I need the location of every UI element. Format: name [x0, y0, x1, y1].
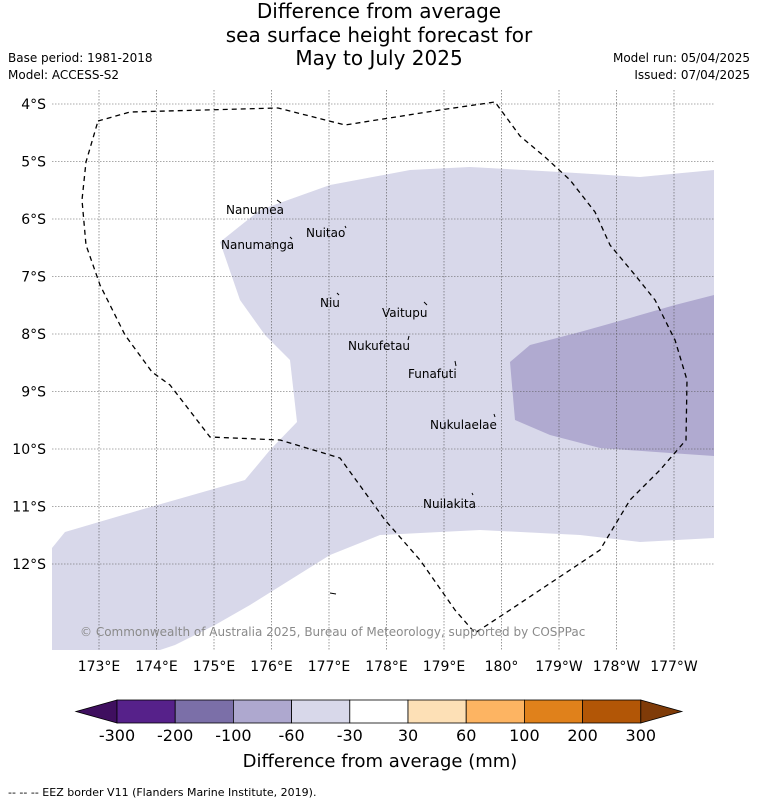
colorbar-segment — [582, 699, 642, 724]
longitude-labels: 173°E 174°E 175°E 176°E 177°E 178°E 179°E 180° 1… — [78, 659, 698, 675]
meta-left: Base period: 1981-2018 Model: ACCESS-S2 — [8, 50, 153, 84]
island-shape — [493, 413, 496, 418]
lat-label: 11°S — [12, 500, 46, 516]
island-label-nanumea: Nanumea — [226, 203, 284, 217]
anomaly-region-dark — [510, 295, 714, 456]
lon-label: 174°E — [135, 659, 178, 675]
island-shape — [471, 492, 474, 496]
gridlines — [52, 90, 714, 650]
title-line: Difference from average — [256, 0, 502, 23]
island-shape — [454, 360, 457, 367]
lat-label: 6°S — [21, 212, 46, 228]
colorbar-tick-label: 200 — [567, 726, 598, 745]
island-shape — [289, 236, 293, 240]
island-label-funafuti: Funafuti — [408, 367, 457, 381]
meta-right: Model run: 05/04/2025 Issued: 07/04/2025 — [613, 50, 750, 84]
colorbar-tick-label: -60 — [279, 726, 305, 745]
lat-label: 4°S — [21, 97, 46, 113]
lat-label: 7°S — [21, 270, 46, 286]
colorbar-segment — [465, 699, 525, 724]
island-shape — [329, 592, 337, 595]
colorbar — [74, 699, 684, 724]
lon-label: 178°E — [365, 659, 408, 675]
island-markers — [276, 199, 496, 595]
footnote: -- -- -- EEZ border V11 (Flanders Marine… — [8, 786, 317, 799]
colorbar-tick-label: 60 — [456, 726, 476, 745]
colorbar-segment — [407, 699, 467, 724]
colorbar-tick-label: -30 — [337, 726, 363, 745]
colorbar-tick-label: -300 — [99, 726, 135, 745]
anomaly-region-light — [52, 167, 714, 650]
colorbar-tick-labels: -300 -200 -100 -60 -30 30 60 100 200 300 — [99, 726, 656, 745]
colorbar-segment — [291, 699, 351, 724]
colorbar-tick-label: 300 — [626, 726, 657, 745]
island-label-vaitupu: Vaitupu — [382, 306, 428, 320]
lon-label: 179°W — [535, 659, 583, 675]
colorbar-extend-low — [74, 699, 118, 724]
lon-label: 179°E — [423, 659, 466, 675]
model-run: Model run: 05/04/2025 — [612, 51, 750, 65]
lat-label: 12°S — [12, 557, 46, 573]
island-shape — [407, 335, 410, 341]
island-label-nuitao: Nuitao — [306, 226, 345, 240]
map-title: Difference from average sea surface heig… — [0, 0, 758, 71]
title-line: May to July 2025 — [295, 46, 463, 70]
island-label-niu: Niu — [320, 296, 340, 310]
latitude-labels: 4°S 5°S 6°S 7°S 8°S 9°S 10°S 11°S 12°S — [12, 97, 46, 573]
island-label-nukufetau: Nukufetau — [348, 339, 410, 353]
colorbar-tick-label: 30 — [398, 726, 418, 745]
island-shape — [344, 225, 347, 229]
colorbar-segment — [524, 699, 584, 724]
lat-label: 10°S — [12, 442, 46, 458]
island-label-nukulaelae: Nukulaelae — [430, 418, 497, 432]
lon-label: 175°E — [193, 659, 236, 675]
island-shape — [423, 301, 428, 306]
copyright-text: © Commonwealth of Australia 2025, Bureau… — [80, 625, 585, 639]
base-period: Base period: 1981-2018 — [8, 51, 153, 65]
colorbar-tick-label: 100 — [509, 726, 540, 745]
lon-label: 177°W — [650, 659, 698, 675]
lat-label: 9°S — [21, 385, 46, 401]
model-name: Model: ACCESS-S2 — [8, 68, 120, 82]
colorbar-title: Difference from average (mm) — [243, 751, 518, 772]
title-line: sea surface height forecast for — [225, 22, 533, 47]
issued-date: Issued: 07/04/2025 — [634, 68, 750, 82]
lon-label: 177°E — [308, 659, 351, 675]
lon-label: 178°W — [593, 659, 641, 675]
colorbar-tick-label: -200 — [157, 726, 193, 745]
lon-label: 173°E — [78, 659, 121, 675]
colorbar-segment — [174, 699, 234, 724]
colorbar-tick-label: -100 — [215, 726, 251, 745]
lat-label: 8°S — [21, 327, 46, 343]
lat-label: 5°S — [21, 155, 46, 171]
island-shape — [336, 292, 340, 296]
island-label-nuilakita: Nuilakita — [423, 497, 476, 511]
lon-label: 176°E — [250, 659, 293, 675]
island-shape — [276, 199, 282, 204]
colorbar-extend-high — [640, 699, 684, 724]
colorbar-segment — [116, 699, 176, 724]
island-label-nanumanga: Nanumanga — [221, 238, 294, 252]
colorbar-segment — [349, 699, 409, 724]
lon-label: 180° — [485, 659, 519, 675]
colorbar-segment — [232, 699, 292, 724]
